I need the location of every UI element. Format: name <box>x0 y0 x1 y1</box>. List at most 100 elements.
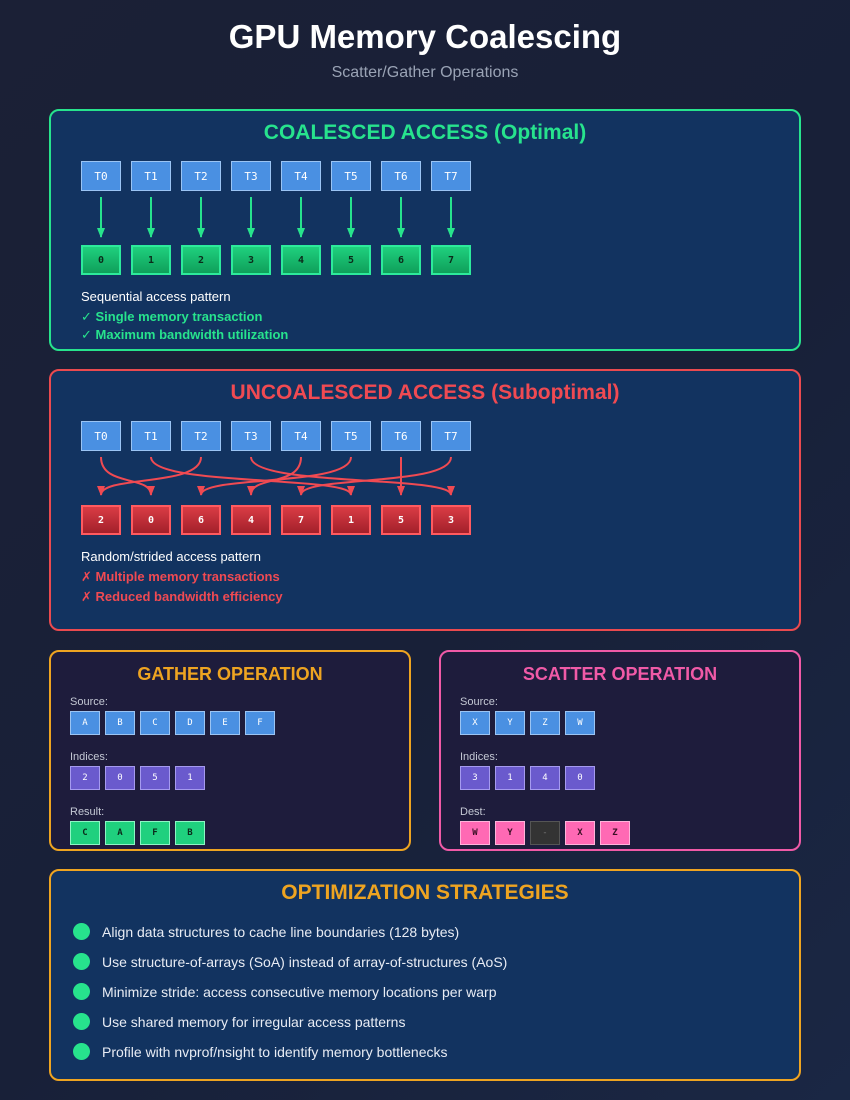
strategy-text: Profile with nvprof/nsight to identify m… <box>102 1044 448 1060</box>
access-arrow <box>97 456 202 496</box>
memory-cell: 7 <box>431 245 471 275</box>
scatter-source-label: Source: <box>460 696 498 708</box>
index-cell: 5 <box>140 766 170 790</box>
source-cell: B <box>105 711 135 735</box>
thread-box: T4 <box>281 161 321 191</box>
result-cell: A <box>105 821 135 845</box>
index-cell: 4 <box>530 766 560 790</box>
strategy-text: Align data structures to cache line boun… <box>102 924 460 940</box>
index-cell: 0 <box>105 766 135 790</box>
memory-cell: 1 <box>331 505 371 535</box>
index-cell: 0 <box>565 766 595 790</box>
uncoalesced-drawback-2: ✗ Reduced bandwidth efficiency <box>81 589 283 604</box>
uncoalesced-title: UNCOALESCED ACCESS (Suboptimal) <box>230 381 620 404</box>
index-cell: 1 <box>175 766 205 790</box>
page-title: GPU Memory Coalescing <box>228 18 622 55</box>
memory-cell: 6 <box>381 245 421 275</box>
strategy-text: Use structure-of-arrays (SoA) instead of… <box>102 954 508 970</box>
memory-cell: 3 <box>431 505 471 535</box>
access-arrow <box>247 456 302 496</box>
thread-box: T6 <box>381 161 421 191</box>
memory-cell: 7 <box>281 505 321 535</box>
thread-box: T7 <box>431 161 471 191</box>
scatter-indices-label: Indices: <box>460 751 498 763</box>
dest-cell: X <box>565 821 595 845</box>
thread-box: T7 <box>431 421 471 451</box>
source-cell: E <box>210 711 240 735</box>
access-arrow <box>250 456 455 496</box>
coalesced-benefit-2: ✓ Maximum bandwidth utilization <box>81 327 289 342</box>
strategy-text: Use shared memory for irregular access p… <box>102 1014 406 1030</box>
thread-box: T2 <box>181 421 221 451</box>
coalesced-panel: COALESCED ACCESS (Optimal) T0 T1 T2 T3 T4 T5 T… <box>49 109 801 351</box>
optimization-panel: OPTIMIZATION STRATEGIES Align data struc… <box>49 869 801 1081</box>
memory-cell: 2 <box>181 245 221 275</box>
thread-box: T3 <box>231 161 271 191</box>
thread-box: T1 <box>131 421 171 451</box>
gather-source-label: Source: <box>70 696 108 708</box>
access-arrow <box>197 456 352 496</box>
source-cell: Y <box>495 711 525 735</box>
thread-box: T2 <box>181 161 221 191</box>
thread-box: T1 <box>131 161 171 191</box>
access-arrow <box>100 456 155 496</box>
source-cell: W <box>565 711 595 735</box>
thread-box: T0 <box>81 161 121 191</box>
memory-cell: 2 <box>81 505 121 535</box>
source-cell: F <box>245 711 275 735</box>
bullet-icon <box>73 1043 90 1060</box>
dest-cell-empty: - <box>530 821 560 845</box>
scatter-dest-label: Dest: <box>460 806 486 818</box>
scatter-title: SCATTER OPERATION <box>522 664 718 684</box>
dest-cell: Z <box>600 821 630 845</box>
index-cell: 3 <box>460 766 490 790</box>
thread-box: T5 <box>331 421 371 451</box>
coalesced-pattern: Sequential access pattern <box>81 289 231 304</box>
coalesced-arrows <box>97 197 455 238</box>
source-cell: C <box>140 711 170 735</box>
uncoalesced-pattern: Random/strided access pattern <box>81 549 261 564</box>
gather-title: GATHER OPERATION <box>137 664 323 684</box>
result-cell: C <box>70 821 100 845</box>
memory-cell: 4 <box>281 245 321 275</box>
thread-box: T3 <box>231 421 271 451</box>
bullet-icon <box>73 923 90 940</box>
strategy-text: Minimize stride: access consecutive memo… <box>102 984 497 1000</box>
page-subtitle: Scatter/Gather Operations <box>331 64 519 81</box>
bullet-icon <box>73 1013 90 1030</box>
thread-box: T6 <box>381 421 421 451</box>
memory-cell: 3 <box>231 245 271 275</box>
source-cell: Z <box>530 711 560 735</box>
coalesced-benefit-1: ✓ Single memory transaction <box>81 309 263 324</box>
memory-cell: 1 <box>131 245 171 275</box>
optimization-title: OPTIMIZATION STRATEGIES <box>281 881 569 904</box>
uncoalesced-panel: UNCOALESCED ACCESS (Suboptimal) T0 T1 T2 T3… <box>49 369 801 631</box>
source-cell: A <box>70 711 100 735</box>
gather-result-label: Result: <box>70 806 105 818</box>
memory-cell: 5 <box>331 245 371 275</box>
source-cell: D <box>175 711 205 735</box>
dest-cell: Y <box>495 821 525 845</box>
gather-indices-label: Indices: <box>70 751 108 763</box>
thread-box: T5 <box>331 161 371 191</box>
result-cell: B <box>175 821 205 845</box>
access-arrow <box>297 456 452 496</box>
thread-box: T4 <box>281 421 321 451</box>
index-cell: 2 <box>70 766 100 790</box>
coalesced-title: COALESCED ACCESS (Optimal) <box>263 121 587 144</box>
memory-cell: 6 <box>181 505 221 535</box>
uncoalesced-drawback-1: ✗ Multiple memory transactions <box>81 569 280 584</box>
memory-cell: 0 <box>81 245 121 275</box>
memory-cell: 0 <box>131 505 171 535</box>
memory-cell: 5 <box>381 505 421 535</box>
memory-cell: 4 <box>231 505 271 535</box>
source-cell: X <box>460 711 490 735</box>
bullet-icon <box>73 983 90 1000</box>
access-arrow <box>150 456 355 496</box>
result-cell: F <box>140 821 170 845</box>
thread-box: T0 <box>81 421 121 451</box>
dest-cell: W <box>460 821 490 845</box>
uncoalesced-arrows <box>97 456 455 496</box>
